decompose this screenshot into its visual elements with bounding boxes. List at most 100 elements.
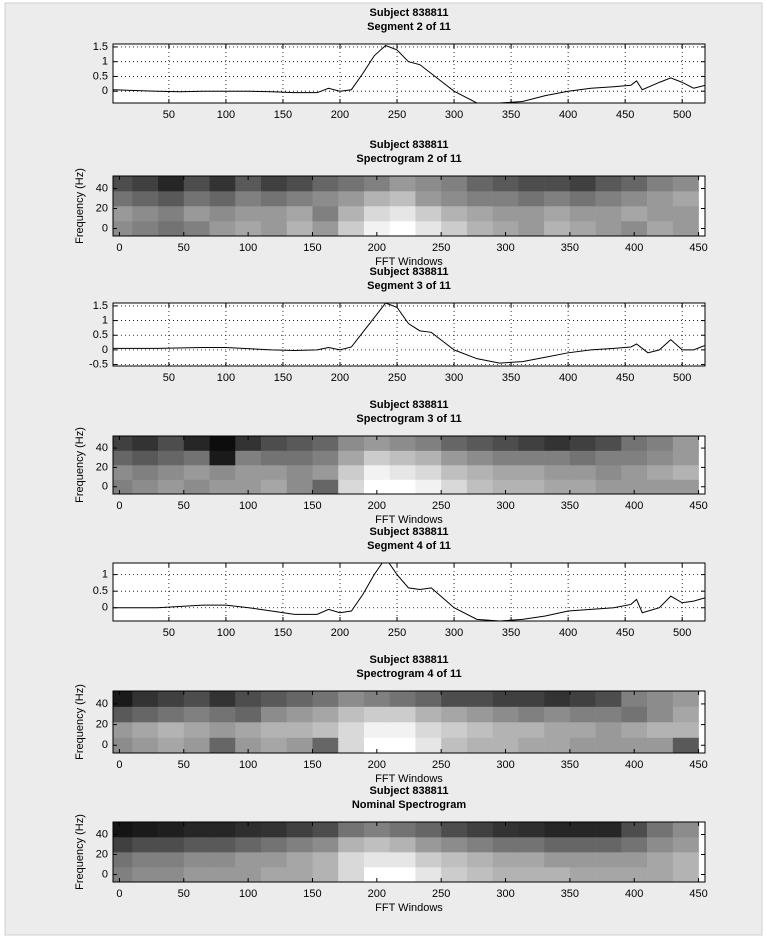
heatmap-cell [544,722,571,738]
x-tick-label: 100 [217,109,235,121]
y-tick-label: -0.5 [89,358,108,370]
heatmap-cell [672,706,699,723]
heatmap-cell [338,450,365,466]
heatmap-cell [466,706,493,723]
x-tick-label: 450 [616,372,634,384]
x-tick-label: 150 [274,109,292,121]
heatmap-cell [312,206,339,222]
heatmap-cell [595,191,622,207]
heatmap-cell [672,206,699,222]
heatmap-cell [158,191,185,207]
heatmap-cell [113,737,133,753]
heatmap-cell [621,465,648,480]
chart-subtitle: Segment 3 of 11 [367,280,451,292]
x-tick-label: 400 [625,500,643,512]
heatmap-cell [415,206,442,222]
plot-content [113,822,699,882]
y-tick-label: 1 [102,56,108,68]
heatmap-cell [235,191,262,207]
y-tick-label: 0 [102,602,108,614]
x-tick-label: 300 [445,627,463,639]
heatmap-cell [209,450,236,466]
heatmap-cell [441,691,468,707]
heatmap-cell [415,450,442,466]
heatmap-cell [209,691,236,707]
x-tick-label: 500 [673,372,691,384]
y-tick-label: 20 [96,848,108,860]
x-tick-label: 0 [116,500,122,512]
heatmap-cell [363,206,390,222]
heatmap-cell [389,737,416,753]
heatmap-cell [261,867,288,882]
heatmap-cell [621,722,648,738]
heatmap-cell [286,465,313,480]
heatmap-cell [621,822,648,838]
chart-title: Subject 838811 [370,526,449,538]
heatmap-cell [235,465,262,480]
heatmap-cell [235,450,262,466]
heatmap-cell [235,837,262,853]
heatmap-cell [113,722,133,738]
heatmap-cell [158,867,185,882]
heatmap-cell [621,221,648,236]
heatmap-cell [621,691,648,707]
heatmap-cell [466,450,493,466]
heatmap-cell [569,176,596,192]
heatmap-cell [647,722,674,738]
heatmap-cell [441,465,468,480]
y-tick-label: 40 [96,182,108,194]
heatmap-cell [132,479,159,494]
heatmap-cell [235,691,262,707]
x-tick-label: 300 [445,109,463,121]
heatmap-cell [235,867,262,882]
heatmap-cell [595,737,622,753]
heatmap-cell [415,176,442,192]
heatmap-cell [363,706,390,723]
y-axis-label: Frequency (Hz) [74,427,86,503]
heatmap-cell [544,176,571,192]
heatmap-cell [389,837,416,853]
heatmap-cell [518,191,545,207]
heatmap-cell [286,822,313,838]
chart-title: Subject 838811 [370,654,449,666]
heatmap-cell [261,206,288,222]
heatmap-cell [389,852,416,868]
x-axis-label: FFT Windows [375,514,443,526]
heatmap-cell [312,852,339,868]
heatmap-cell [647,221,674,236]
heatmap-cell [158,436,185,451]
heatmap-cell [132,176,159,192]
heatmap-cell [595,436,622,451]
heatmap-cell [312,465,339,480]
heatmap-cell [647,176,674,192]
heatmap-cell [209,737,236,753]
heatmap-cell [415,822,442,838]
x-tick-label: 500 [673,627,691,639]
chart-title: Subject 838811 [370,785,449,797]
plot-area [113,303,705,366]
heatmap-cell [338,867,365,882]
heatmap-cell [621,479,648,494]
chart-title: Subject 838811 [370,399,449,411]
x-tick-label: 250 [432,759,450,771]
heatmap-cell [415,852,442,868]
x-tick-label: 100 [217,627,235,639]
heatmap-cell [235,852,262,868]
heatmap-cell [595,176,622,192]
heatmap-cell [235,722,262,738]
heatmap-cell [492,191,519,207]
heatmap-cell [595,479,622,494]
heatmap-cell [466,465,493,480]
heatmap-cell [415,479,442,494]
heatmap-cell [158,206,185,222]
heatmap-cell [569,691,596,707]
heatmap-cell [518,722,545,738]
heatmap-cell [544,191,571,207]
heatmap-cell [261,465,288,480]
y-tick-label: 40 [96,442,108,454]
heatmap-cell [595,691,622,707]
x-tick-label: 400 [559,627,577,639]
heatmap-cell [415,867,442,882]
heatmap-cell [492,691,519,707]
x-tick-label: 100 [217,372,235,384]
